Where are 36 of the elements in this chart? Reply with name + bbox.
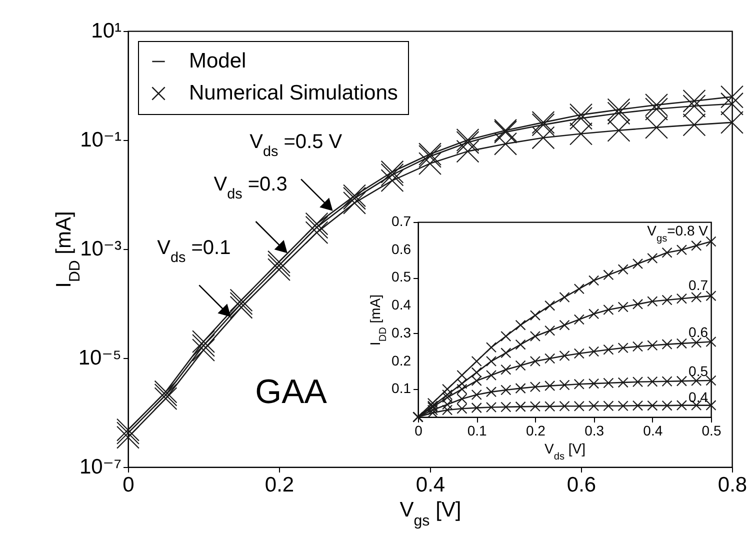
x-tick-label: 0.2 — [526, 422, 546, 438]
y-tick-label: 0.2 — [392, 352, 412, 368]
legend-label: Model — [189, 50, 246, 72]
y-tick-label: 10⁻⁷ — [79, 456, 122, 478]
y-tick-label: 0.1 — [392, 380, 412, 396]
x-axis-title: V$_{ds}$ [V] — [544, 440, 586, 462]
annotation: 0.7 — [688, 276, 708, 293]
annotation: V$_{gs}$=0.8 V — [647, 222, 709, 244]
annotation: V$_{ds}$ =0.3 — [214, 173, 288, 202]
x-tick-label: 0.6 — [566, 474, 596, 496]
y-tick-label: 10⁻³ — [80, 238, 122, 260]
x-tick-label: 0 — [122, 474, 134, 496]
x-tick-label: 0.2 — [264, 474, 294, 496]
annotation: 0.6 — [688, 324, 708, 340]
annotation: GAA — [255, 372, 328, 411]
x-tick-label: 0.5 — [702, 422, 722, 438]
x-tick-label: 0.4 — [643, 422, 663, 438]
y-tick-label: 0.6 — [392, 240, 412, 257]
x-tick-label: 0.4 — [416, 474, 446, 496]
y-tick-label: 10⁻¹ — [80, 128, 122, 152]
annotation: V$_{ds}$ =0.1 — [157, 236, 231, 266]
annotation: V$_{ds}$ =0.5 V — [250, 130, 343, 160]
annotation: 0.4 — [688, 388, 708, 405]
legend-label: Numerical Simulations — [189, 82, 398, 104]
x-tick-label: 0.8 — [718, 474, 748, 496]
x-tick-label: 0.3 — [584, 422, 604, 438]
x-axis-title: V$_{gs}$ [V] — [400, 498, 462, 529]
y-tick-label: 0.3 — [392, 324, 412, 340]
y-tick-label: 0.5 — [392, 268, 412, 285]
y-tick-label: 10⁻⁵ — [78, 346, 122, 370]
y-tick-label: 0.4 — [392, 296, 412, 313]
x-tick-label: 0.1 — [467, 422, 488, 438]
annotation: 0.5 — [688, 363, 708, 380]
x-tick-label: 0 — [414, 422, 423, 438]
y-tick-label: 10¹ — [91, 20, 122, 42]
y-tick-label: 0.7 — [392, 213, 412, 229]
